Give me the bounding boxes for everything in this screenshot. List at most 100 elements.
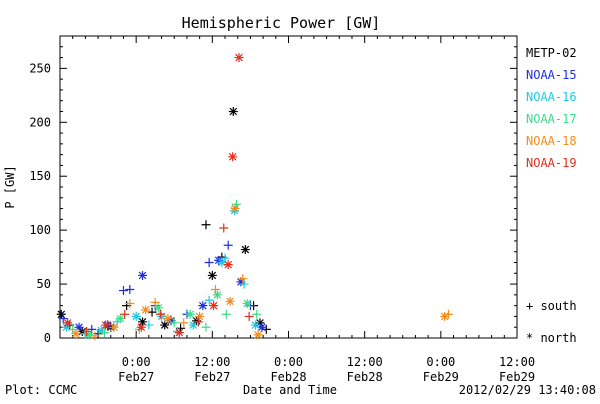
series-noaa-18 (71, 204, 453, 341)
x-tick-time-label: 0:00 (426, 355, 455, 369)
north-point (242, 298, 252, 308)
series-noaa-16 (61, 206, 260, 339)
data-points (56, 53, 453, 341)
y-tick-label: 100 (29, 223, 51, 237)
legend-entry-noaa-17: NOAA-17 (526, 112, 577, 126)
south-point (125, 284, 135, 294)
x-tick-time-label: 0:00 (274, 355, 303, 369)
north-point (185, 309, 195, 319)
north-point (253, 330, 263, 340)
y-axis-label: P [GW] (3, 165, 17, 208)
north-point (440, 311, 450, 321)
north-point (230, 206, 240, 216)
south-point (125, 298, 135, 308)
north-point (217, 258, 227, 267)
north-point (228, 152, 238, 162)
north-point (236, 277, 246, 287)
north-marker-key: * north (526, 331, 577, 345)
south-point (219, 223, 229, 233)
north-point (207, 270, 217, 280)
series-metp-02 (56, 107, 271, 339)
south-point (201, 220, 211, 230)
north-point (174, 328, 184, 338)
x-tick-date-label: Feb28 (270, 370, 306, 384)
north-point (228, 107, 238, 116)
x-tick-time-label: 12:00 (499, 355, 535, 369)
series-noaa-19 (63, 53, 254, 338)
south-point (223, 240, 233, 250)
south-point (58, 314, 68, 324)
north-point (136, 322, 146, 332)
north-point (61, 322, 71, 332)
chart-title: Hemispheric Power [GW] (182, 14, 381, 32)
north-point (166, 316, 176, 326)
south-point (252, 309, 262, 319)
series-noaa-15 (58, 240, 267, 334)
north-point (214, 255, 224, 265)
south-point (144, 320, 154, 330)
x-axis-label: Date and Time (243, 383, 337, 397)
south-point (204, 258, 214, 267)
legend-entry-noaa-19: NOAA-19 (526, 156, 577, 170)
south-point (239, 279, 249, 289)
south-point (204, 295, 214, 305)
x-tick-time-label: 12:00 (347, 355, 383, 369)
south-point (193, 317, 203, 327)
plot-credit: Plot: CCMC (5, 383, 77, 397)
timestamp: 2012/02/29 13:40:08 (459, 383, 596, 397)
south-point (99, 328, 109, 338)
north-point (198, 301, 208, 311)
south-marker-key: + south (526, 299, 577, 313)
south-point (82, 327, 92, 337)
north-point (109, 322, 119, 332)
north-point (234, 53, 244, 63)
south-point (244, 311, 254, 321)
south-point (201, 322, 211, 332)
north-point (138, 317, 148, 327)
south-point (211, 284, 221, 294)
south-point (443, 309, 453, 319)
north-point (153, 303, 163, 313)
south-point (169, 318, 179, 328)
north-point (230, 204, 240, 214)
legend-entry-metp-02: METP-02 (526, 46, 577, 60)
south-point (90, 331, 100, 341)
y-tick-label: 250 (29, 61, 51, 75)
legend: METP-02 NOAA-15 NOAA-16 NOAA-17 NOAA-18 NOAA-… (526, 46, 577, 170)
x-tick-date-label: Feb29 (423, 370, 459, 384)
south-point (120, 309, 130, 319)
north-point (257, 322, 267, 332)
south-point (179, 318, 189, 328)
north-point (138, 270, 148, 280)
y-tick-label: 50 (37, 277, 51, 291)
south-point (238, 274, 248, 284)
x-tick-date-label: Feb27 (118, 370, 154, 384)
north-point (209, 301, 219, 311)
south-point (155, 309, 165, 319)
south-point (147, 307, 157, 317)
north-point (101, 320, 111, 330)
north-point (250, 320, 260, 330)
north-point (96, 325, 106, 335)
north-point (191, 316, 201, 326)
legend-entry-noaa-16: NOAA-16 (526, 90, 577, 104)
north-point (115, 314, 125, 324)
north-point (212, 290, 222, 300)
north-point (195, 311, 205, 321)
north-point (188, 320, 198, 330)
north-point (225, 296, 235, 306)
north-point (71, 329, 81, 339)
x-axis: 0:00Feb2712:00Feb270:00Feb2812:00Feb280:… (59, 36, 535, 384)
legend-entry-noaa-15: NOAA-15 (526, 68, 577, 82)
north-point (141, 305, 151, 315)
north-point (74, 322, 84, 332)
x-tick-date-label: Feb29 (499, 370, 535, 384)
y-tick-label: 0 (44, 331, 51, 345)
y-axis: 0 50 100 150 200 250 (29, 35, 517, 345)
north-point (255, 318, 265, 328)
north-point (56, 309, 66, 319)
y-tick-label: 200 (29, 115, 51, 129)
north-point (160, 320, 170, 330)
north-point (223, 260, 233, 270)
